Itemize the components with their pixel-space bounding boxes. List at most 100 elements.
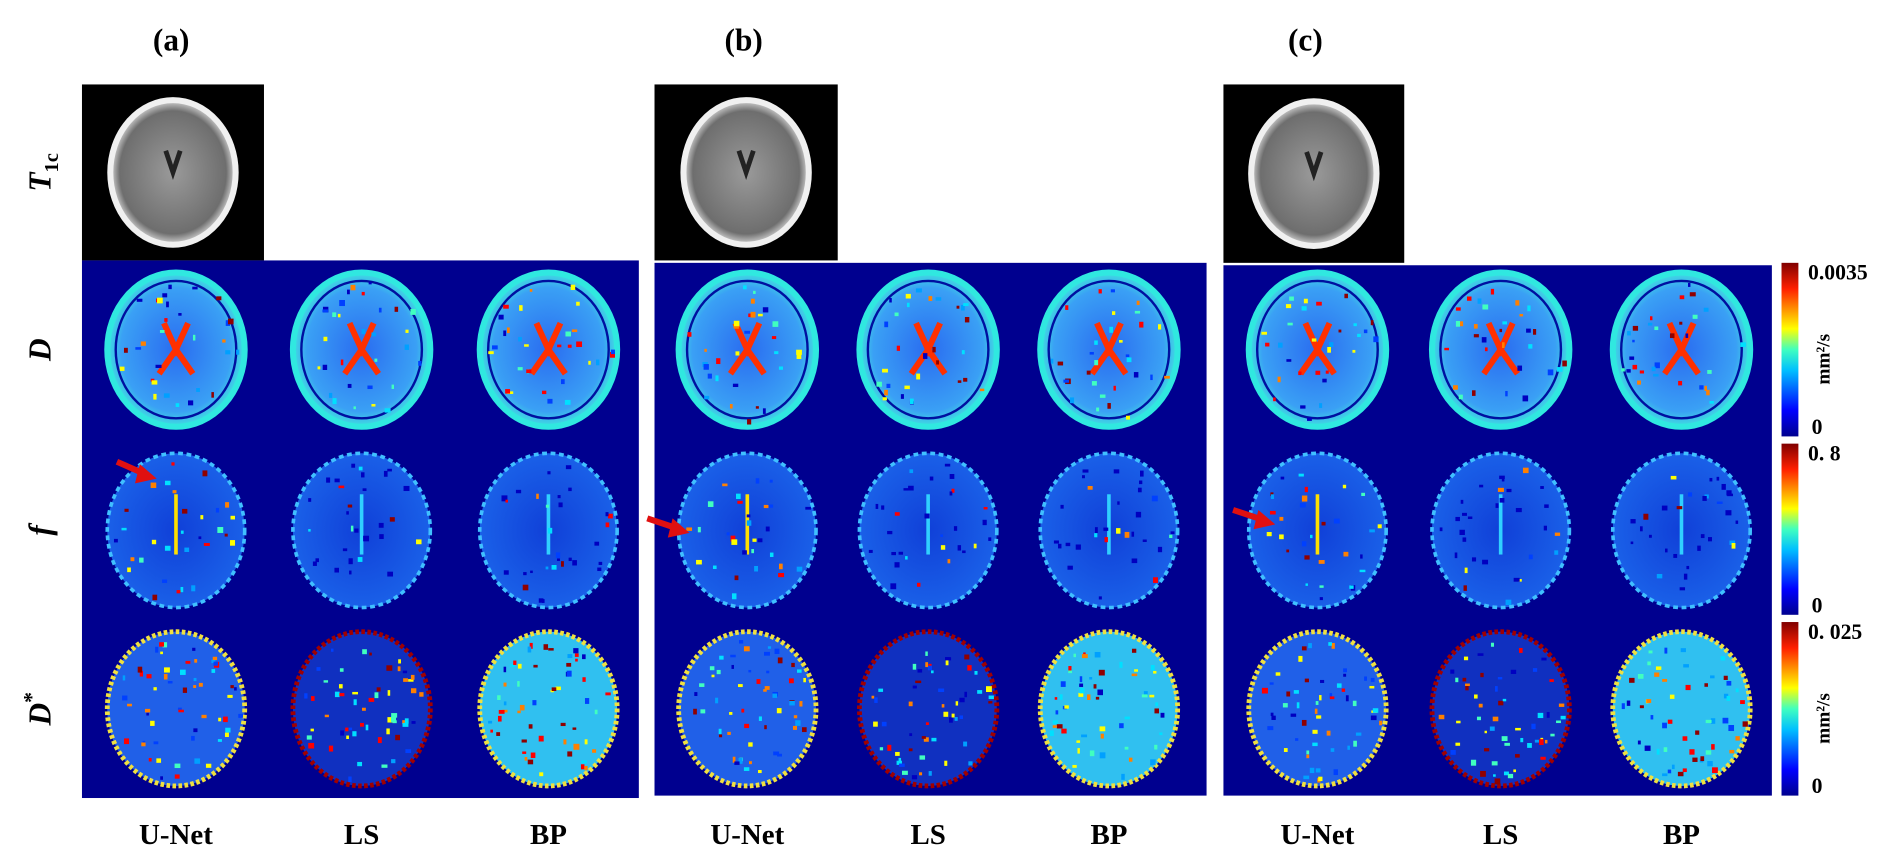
ventricle — [156, 321, 196, 376]
speckle — [1735, 520, 1739, 524]
colorbar-unit: mm²/s — [1814, 693, 1835, 744]
speckle — [1372, 708, 1379, 713]
speckle — [929, 476, 934, 481]
speckle — [517, 681, 520, 687]
speckle — [142, 740, 146, 744]
speckle — [1501, 478, 1505, 482]
speckle — [163, 673, 168, 680]
speckle — [796, 353, 802, 359]
speckle — [1293, 690, 1299, 694]
brain-rim — [1047, 279, 1171, 420]
speckle — [889, 297, 892, 303]
speckle — [139, 557, 144, 563]
speckle — [755, 406, 759, 409]
brain-map — [1610, 629, 1753, 789]
speckle — [515, 489, 522, 494]
speckle — [1301, 646, 1307, 651]
speckle — [1060, 681, 1066, 687]
brain-map — [1246, 451, 1388, 610]
ventricle — [727, 321, 767, 376]
speckle — [1098, 669, 1105, 676]
speckle — [1303, 775, 1310, 780]
speckle — [1307, 417, 1312, 421]
speckle — [503, 570, 509, 575]
brain-outline — [290, 629, 433, 789]
speckle — [1726, 680, 1732, 686]
brain-outline — [104, 629, 248, 789]
speckle — [519, 305, 523, 311]
speckle — [1502, 342, 1505, 348]
speckle — [332, 312, 337, 318]
speckle — [953, 526, 958, 531]
speckle — [1517, 365, 1523, 371]
speckle — [1300, 405, 1306, 409]
speckle — [932, 346, 936, 353]
speckle — [1653, 373, 1659, 377]
speckle — [1459, 321, 1464, 327]
speckle — [1373, 336, 1379, 343]
speckle — [744, 723, 750, 729]
speckle — [522, 584, 529, 591]
speckle — [234, 687, 237, 691]
speckle — [368, 697, 375, 702]
speckle — [404, 344, 409, 350]
speckle — [605, 692, 611, 696]
speckle — [180, 530, 184, 534]
speckle — [1665, 548, 1668, 553]
speckle — [1679, 321, 1683, 325]
speckle — [777, 753, 782, 757]
speckle — [1710, 718, 1716, 724]
speckle — [1466, 296, 1472, 301]
speckle — [1336, 683, 1342, 688]
speckle — [1121, 773, 1125, 780]
brain-outline — [1037, 629, 1181, 789]
speckle — [498, 314, 504, 320]
speckle — [555, 552, 561, 559]
speckle — [1089, 676, 1093, 680]
speckle — [1489, 726, 1495, 731]
colorbar-max: 0. 8 — [1808, 442, 1841, 466]
speckle — [935, 297, 942, 301]
speckle — [943, 711, 949, 717]
speckle — [963, 741, 968, 747]
speckle — [797, 669, 802, 673]
speckle — [1328, 642, 1332, 646]
speckle — [1683, 573, 1688, 580]
speckle — [1450, 669, 1455, 674]
speckle — [925, 722, 929, 726]
speckle — [150, 482, 157, 489]
speckle — [1319, 585, 1324, 588]
speckle — [575, 658, 578, 662]
speckle — [1099, 726, 1106, 732]
speckle — [1688, 492, 1693, 497]
speckle — [1695, 730, 1700, 735]
speckle — [912, 685, 917, 689]
speckle — [727, 731, 731, 735]
speckle — [180, 586, 184, 593]
speckle — [733, 326, 739, 329]
speckle — [1711, 744, 1715, 750]
speckle — [121, 527, 127, 531]
speckle — [1064, 705, 1069, 709]
brain-map — [105, 451, 247, 610]
speckle — [555, 686, 561, 691]
speckle — [1303, 298, 1308, 304]
speckle — [1075, 544, 1081, 550]
speckle — [766, 670, 770, 674]
speckle — [1476, 716, 1481, 721]
row-label-sup: * — [20, 692, 44, 703]
speckle — [709, 666, 715, 671]
speckle — [150, 378, 155, 382]
speckle — [707, 373, 712, 379]
speckle — [1316, 715, 1322, 719]
speckle — [368, 281, 372, 285]
speckle — [924, 513, 930, 519]
brain-rim — [866, 279, 990, 420]
speckle — [1630, 519, 1636, 524]
speckle — [1155, 702, 1159, 707]
speckle — [194, 659, 198, 663]
speckle — [193, 685, 197, 688]
speckle — [718, 728, 722, 735]
speckle — [882, 397, 887, 401]
speckle — [1282, 703, 1288, 708]
